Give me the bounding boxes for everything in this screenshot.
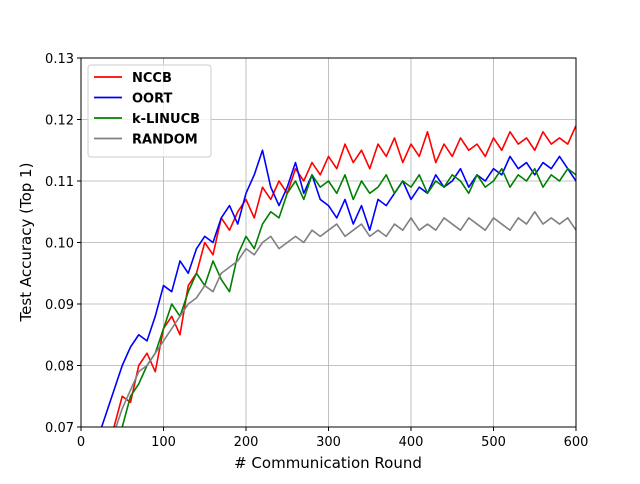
ticks: 0 100 200 300 400 500 600 0.07 0.08 0.09 0.10 0.11 0…: [45, 52, 588, 450]
plot-lines: [100, 125, 576, 427]
y-tick-label: 0.12: [45, 114, 74, 129]
series-line: [113, 125, 576, 427]
x-tick-label: 200: [234, 435, 259, 450]
legend-label: k-LINUCB: [132, 112, 200, 127]
series-line: [115, 210, 576, 427]
y-axis-label: Test Accuracy (Top 1): [17, 163, 35, 323]
y-tick-label: 0.09: [45, 298, 74, 313]
x-axis-label: # Communication Round: [234, 454, 422, 472]
legend-label: RANDOM: [132, 133, 198, 148]
series-line: [121, 167, 576, 427]
x-tick-label: 600: [564, 435, 589, 450]
x-tick-label: 400: [399, 435, 424, 450]
y-tick-label: 0.13: [45, 52, 74, 67]
x-tick-label: 100: [151, 435, 176, 450]
x-tick-label: 300: [316, 435, 341, 450]
series-line: [100, 149, 576, 427]
y-tick-label: 0.08: [45, 360, 74, 375]
legend-label: OORT: [132, 92, 173, 107]
legend: NCCB OORT k-LINUCB RANDOM: [87, 64, 212, 158]
y-tick-label: 0.10: [45, 237, 74, 252]
x-tick-label: 0: [77, 435, 85, 450]
y-tick-label: 0.07: [45, 421, 74, 436]
y-tick-label: 0.11: [45, 175, 74, 190]
legend-label: NCCB: [132, 71, 172, 86]
legend-box: [87, 64, 212, 158]
x-tick-label: 500: [481, 435, 506, 450]
